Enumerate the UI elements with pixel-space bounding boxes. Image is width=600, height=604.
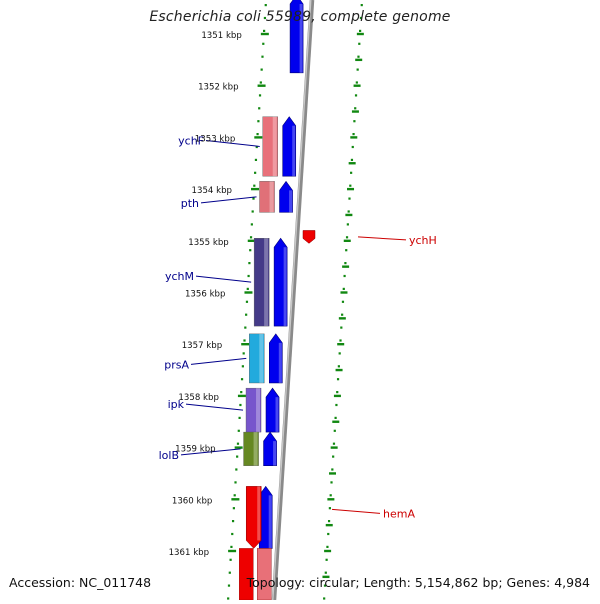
forward-gene-shading-4: [278, 342, 282, 383]
gene-label-hemA: hemA: [383, 507, 415, 520]
forward-gene-arrow-2: [279, 180, 293, 213]
ruler-tick-label: 1358 kbp: [178, 393, 219, 403]
ruler-tick-label: 1356 kbp: [185, 290, 226, 300]
gene-block-shading-lolB: [253, 432, 258, 466]
gene-block-pth: [259, 181, 275, 213]
forward-gene-shading-2: [289, 190, 293, 213]
forward-gene-shading-5: [275, 397, 279, 433]
forward-gene-arrow-1: [282, 116, 297, 177]
gene-label-ipk: ipk: [168, 398, 185, 411]
forward-gene-shading-1: [292, 125, 296, 177]
forward-gene-arrow-3: [273, 237, 288, 327]
gene-block-shading-prsA: [259, 333, 264, 383]
ruler-tick-label: 1353 kbp: [195, 134, 236, 144]
gene-block-shading-ychF: [272, 116, 277, 177]
genome-backbone: [271, 0, 315, 601]
page-title: Escherichia coli 55989, complete genome: [149, 9, 451, 25]
gene-block-ychM: [253, 238, 270, 327]
gene-label-prsA: prsA: [164, 358, 189, 371]
gene-label-pth: pth: [181, 197, 199, 210]
ruler-tick-label: 1359 kbp: [175, 445, 216, 455]
ruler-tick-label: 1360 kbp: [172, 496, 213, 506]
genome-summary: Topology: circular; Length: 5,154,862 bp…: [246, 575, 590, 590]
gene-block-ychF: [262, 116, 278, 177]
gene-leader-hemA: [331, 508, 381, 514]
gene-block-prsA: [249, 333, 265, 384]
gene-leader-pth: [200, 196, 257, 204]
gene-block-hemA: [245, 486, 262, 549]
genome-backbone-highlight: [272, 0, 312, 601]
gene-label-ychH: ychH: [409, 234, 437, 247]
gene-block-shading-ipk: [256, 388, 261, 433]
gene-block-lolB: [243, 431, 259, 466]
gene-label-lolB: lolB: [159, 449, 179, 462]
forward-gene-arrow-0: [289, 0, 304, 74]
ruler-tick-label: 1357 kbp: [182, 341, 223, 351]
forward-gene-arrow-4: [269, 333, 283, 384]
forward-gene-shading-3: [283, 247, 287, 327]
gene-block-ychH: [302, 230, 316, 244]
ruler-tick-label: 1351 kbp: [201, 31, 242, 41]
forward-gene-shading-7: [268, 495, 272, 549]
gene-leader-lolB: [180, 448, 241, 456]
gene-leader-ychM: [195, 275, 252, 283]
gene-block-shading-pth: [269, 181, 274, 213]
accession-label: Accession: NC_011748: [9, 575, 152, 590]
gene-leader-ychH: [357, 236, 407, 241]
gene-block-shading-hemA: [257, 486, 261, 541]
gene-label-ychF: ychF: [178, 134, 204, 147]
ruler-tick-label: 1355 kbp: [188, 238, 229, 248]
ruler-tick-label: 1352 kbp: [198, 83, 239, 93]
forward-gene-arrow-5: [265, 387, 280, 433]
forward-gene-arrow-6: [263, 431, 277, 466]
gene-leader-prsA: [190, 357, 247, 365]
gene-leader-ipk: [185, 403, 244, 411]
ruler-tick-label: 1361 kbp: [169, 548, 210, 558]
gene-leader-ychF: [205, 139, 260, 147]
forward-gene-shading-0: [299, 4, 303, 73]
gene-label-ychM: ychM: [165, 270, 194, 283]
forward-gene-shading-6: [273, 441, 277, 466]
gene-block-shading-ychM: [264, 238, 269, 327]
ruler-tick-label: 1354 kbp: [192, 186, 233, 196]
